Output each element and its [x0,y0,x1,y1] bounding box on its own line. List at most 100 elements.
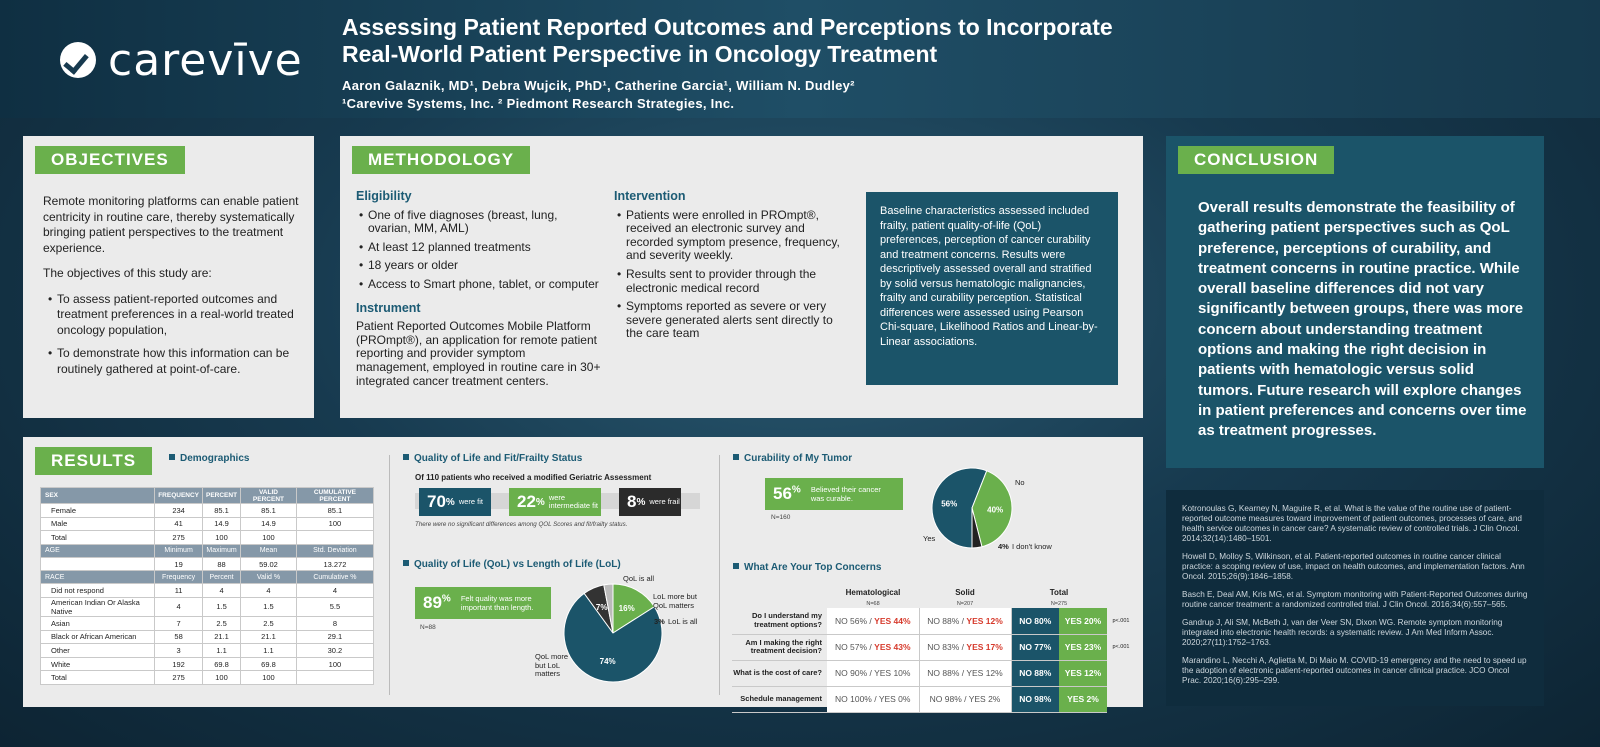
table-cell [39,556,156,572]
table-cell: 275 [154,670,203,685]
curability-stat-box: 56% Believed their cancer was curable. [765,478,903,510]
p-value [1107,686,1135,712]
table-cell: 100 [201,670,242,685]
carevive-logo: carevīve [60,35,303,86]
concern-row: What is the cost of care? NO 90% / YES 10… [732,660,1135,687]
table-cell: Female [39,503,156,518]
frailty-heading: Quality of Life and Fit/Frailty Status [403,453,582,464]
concerns-table: Hematological Solid Total N=68 N=207 N=2… [732,585,1135,713]
table-cell: 275 [154,530,203,545]
table-row: Total 275 100 100 [39,530,375,545]
frailty-note: There were no significant differences am… [415,521,628,528]
table-cell: 234 [154,503,203,518]
square-bullet-icon [403,454,409,460]
table-cell: Minimum [154,543,203,558]
concern-value: NO 100% [835,694,872,704]
pie-slice [971,507,983,549]
eligibility-item: Access to Smart phone, tablet, or comput… [359,277,601,292]
checkmark-icon [60,42,96,78]
intervention-item: Results sent to provider through the ele… [617,267,842,295]
table-cell: VALID PERCENT [240,487,297,504]
pie-data-label: 74% [600,657,616,666]
objective-item: To demonstrate how this information can … [48,346,303,377]
concern-value: YES 0% [878,694,911,704]
table-cell: Total [39,530,156,545]
concern-question: Do I understand my treatment options? [732,608,827,635]
label-lol-more: LoL more but QoL matters [653,592,697,610]
table-cell: PERCENT [201,487,242,504]
table-cell: RACE [39,570,156,585]
concern-value: YES 44% [874,615,911,626]
concern-row: Am I making the right treatment decision… [732,634,1135,661]
table-cell: 85.1 [201,503,242,518]
table-header-row: RACE Frequency Percent Valid % Cumulative % [39,570,375,585]
table-cell: 14.9 [240,516,297,532]
table-cell: White [39,656,156,672]
table-cell: 1.1 [240,643,297,658]
references-panel: Kotronoulas G, Kearney N, Maguire R, et … [1166,490,1544,706]
total-no-cell: NO 80% [1011,608,1059,635]
results-heading: RESULTS [35,447,153,475]
table-cell: 100 [240,670,297,685]
table-cell: Did not respond [39,583,156,598]
poster-header: carevīve Assessing Patient Reported Outc… [0,0,1600,118]
table-cell: 8 [295,615,375,631]
total-no-cell: NO 98% [1011,686,1059,713]
concern-value: NO 88% [927,668,960,678]
table-cell: 2.5 [201,615,242,631]
concern-value: YES 12% [966,615,1003,626]
table-cell: Maximum [201,543,242,558]
affiliations: ¹Carevive Systems, Inc. ² Piedmont Resea… [342,96,735,111]
table-cell: Black or African American [39,629,156,645]
table-cell: 192 [154,656,203,672]
n-heme: N=68 [866,600,880,607]
table-cell: 41 [154,516,203,532]
col-heme: Hematological [845,587,901,597]
table-cell: 7 [154,615,203,631]
table-row: Other 3 1.1 1.1 30.2 [39,643,375,658]
pie-data-label: 56% [941,500,957,509]
poster-title: Assessing Patient Reported Outcomes and … [342,14,1242,68]
intervention-item: Symptoms reported as severe or very seve… [617,299,842,341]
table-cell: 4 [295,583,375,598]
total-yes-cell: YES 12% [1059,660,1107,687]
table-cell: 19 [154,556,203,572]
heme-cell: NO 57% / YES 43% [827,634,920,661]
eligibility-item: One of five diagnoses (breast, lung, ova… [359,208,601,236]
divider [389,455,390,695]
table-cell: 30.2 [295,643,375,658]
table-row: Did not respond 11 4 4 4 [39,583,375,598]
table-cell: SEX [39,487,156,504]
table-cell: 4 [201,583,242,598]
concern-value: NO 88% [927,615,960,626]
authors: Aaron Galaznik, MD¹, Debra Wujcik, PhD¹,… [342,78,855,93]
table-cell: Frequency [154,570,203,585]
concern-value: YES 2% [968,694,1001,704]
intervention-heading: Intervention [614,189,686,203]
heme-cell: NO 90% / YES 10% [827,660,920,687]
concern-question: Am I making the right treatment decision… [732,634,827,661]
table-row: Female 234 85.1 85.1 85.1 [39,503,375,518]
table-cell: 100 [240,530,297,545]
table-row: 19 88 59.02 13.272 [39,556,375,572]
concern-row: Schedule management NO 100% / YES 0% NO 98… [732,686,1135,713]
table-cell: Valid % [240,570,297,585]
concern-row: Do I understand my treatment options? NO … [732,608,1135,635]
concern-value: NO 98% [929,694,962,704]
concern-value: YES 12% [966,668,1003,678]
demographics-table: SEX FREQUENCY PERCENT VALID PERCENT CUMULATI… [39,487,375,685]
frailty-subheading: Of 110 patients who received a modified … [415,473,652,482]
table-row: Asian 7 2.5 2.5 8 [39,615,375,631]
table-header-row: AGE Minimum Maximum Mean Std. Deviation [39,543,375,558]
qol-stat-box: 89% Felt quality was more important than… [415,587,551,619]
concerns-heading: What Are Your Top Concerns [733,562,881,573]
table-cell [295,670,375,685]
table-cell: 5.5 [295,596,375,617]
concern-question: What is the cost of care? [732,660,827,687]
concern-value: NO 90% [835,668,868,678]
reference-item: Howell D, Molloy S, Wilkinson, et al. Pa… [1182,552,1525,581]
logo-text: carevīve [108,34,303,86]
table-cell: 13.272 [295,556,375,572]
conclusion-text: Overall results demonstrate the feasibil… [1198,199,1527,440]
pie-data-label: 16% [619,604,635,613]
